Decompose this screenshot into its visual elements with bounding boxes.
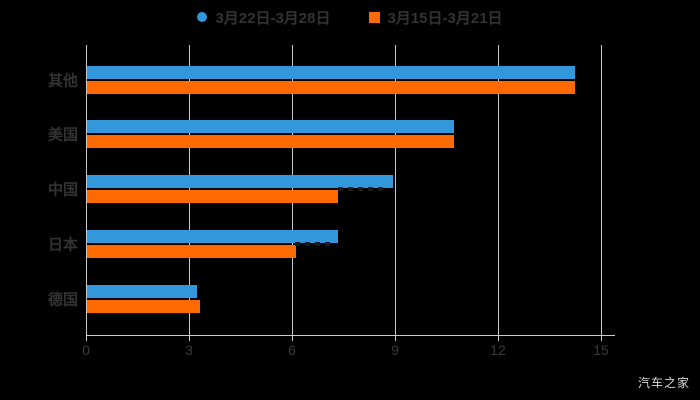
gridline-x-0	[86, 45, 87, 335]
bar-3月22日-3月28日-其他[interactable]	[87, 66, 575, 79]
x-axis-label-3: 3	[185, 342, 193, 358]
bar-3月22日-3月28日-美国[interactable]	[87, 120, 455, 133]
legend-circle-marker-icon	[197, 12, 208, 22]
x-axis-line	[86, 335, 615, 336]
bar-3月22日-3月28日-德国[interactable]	[87, 285, 197, 298]
x-axis-tick	[601, 336, 602, 341]
bar-3月22日-3月28日-中国[interactable]	[87, 175, 393, 188]
x-axis-label-15: 15	[593, 342, 609, 358]
bar-3月15日-3月21日-中国[interactable]	[87, 190, 338, 203]
legend-label: 3月22日-3月28日	[215, 9, 331, 27]
y-axis-label-1: 美国	[47, 126, 78, 144]
x-axis-tick	[189, 336, 190, 341]
legend-label: 3月15日-3月21日	[387, 9, 503, 27]
gridline-x-9	[395, 45, 396, 335]
gridline-x-12	[498, 45, 499, 335]
y-axis-label-0: 其他	[47, 72, 78, 90]
x-axis-tick	[86, 336, 87, 341]
x-axis-tick	[292, 336, 293, 341]
bar-3月15日-3月21日-德国[interactable]	[87, 300, 201, 313]
y-axis-label-3: 日本	[47, 236, 78, 254]
watermark: 汽车之家	[637, 376, 690, 390]
y-axis-label-4: 德国	[47, 291, 78, 309]
bar-3月15日-3月21日-日本[interactable]	[87, 245, 297, 258]
x-axis-label-9: 9	[391, 342, 399, 358]
bar-3月22日-3月28日-日本[interactable]	[87, 230, 338, 243]
x-axis-label-6: 6	[288, 342, 296, 358]
y-axis-label-2: 中国	[47, 181, 78, 199]
legend-item-week-mar15-21[interactable]: 3月15日-3月21日	[368, 7, 503, 28]
x-axis-tick	[395, 336, 396, 341]
faint-data-label-marks	[295, 242, 333, 246]
gridline-x-15	[601, 45, 602, 335]
bar-3月15日-3月21日-美国[interactable]	[87, 135, 455, 148]
legend-item-week-mar22-28[interactable]: 3月22日-3月28日	[197, 7, 331, 28]
faint-data-label-marks	[338, 187, 386, 191]
bar-3月15日-3月21日-其他[interactable]	[87, 81, 575, 94]
x-axis-tick	[498, 336, 499, 341]
legend-square-marker-icon	[368, 11, 380, 23]
legend: 3月22日-3月28日 3月15日-3月21日	[0, 5, 700, 29]
x-axis-label-0: 0	[82, 342, 90, 358]
x-axis-label-12: 12	[490, 342, 506, 358]
